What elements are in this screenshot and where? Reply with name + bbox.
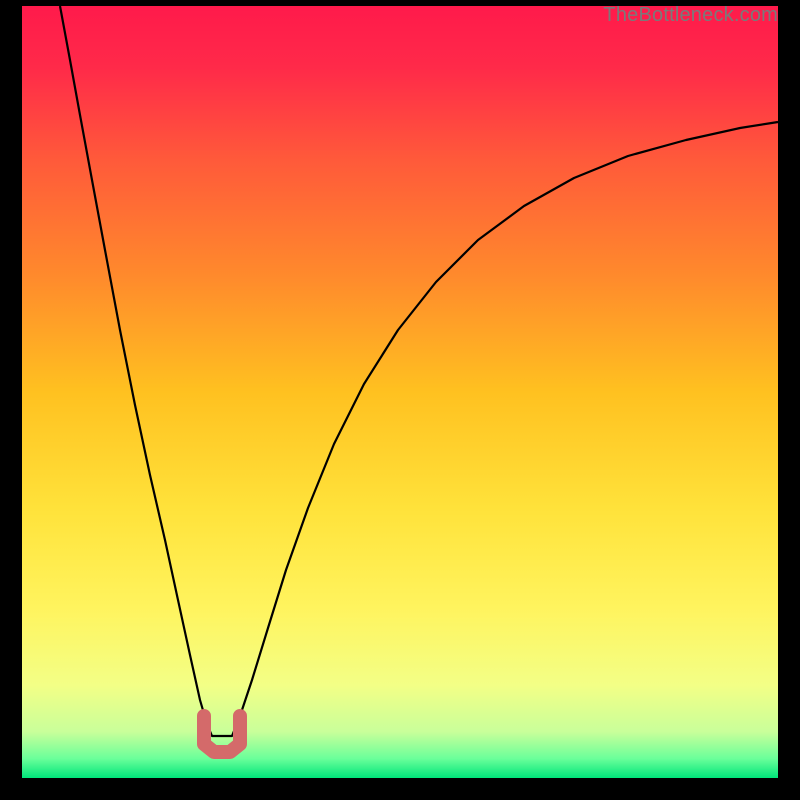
optimum-marker	[204, 716, 240, 752]
watermark-text: TheBottleneck.com	[603, 4, 778, 27]
chart-svg	[0, 0, 800, 800]
bottleneck-curve	[60, 6, 778, 736]
